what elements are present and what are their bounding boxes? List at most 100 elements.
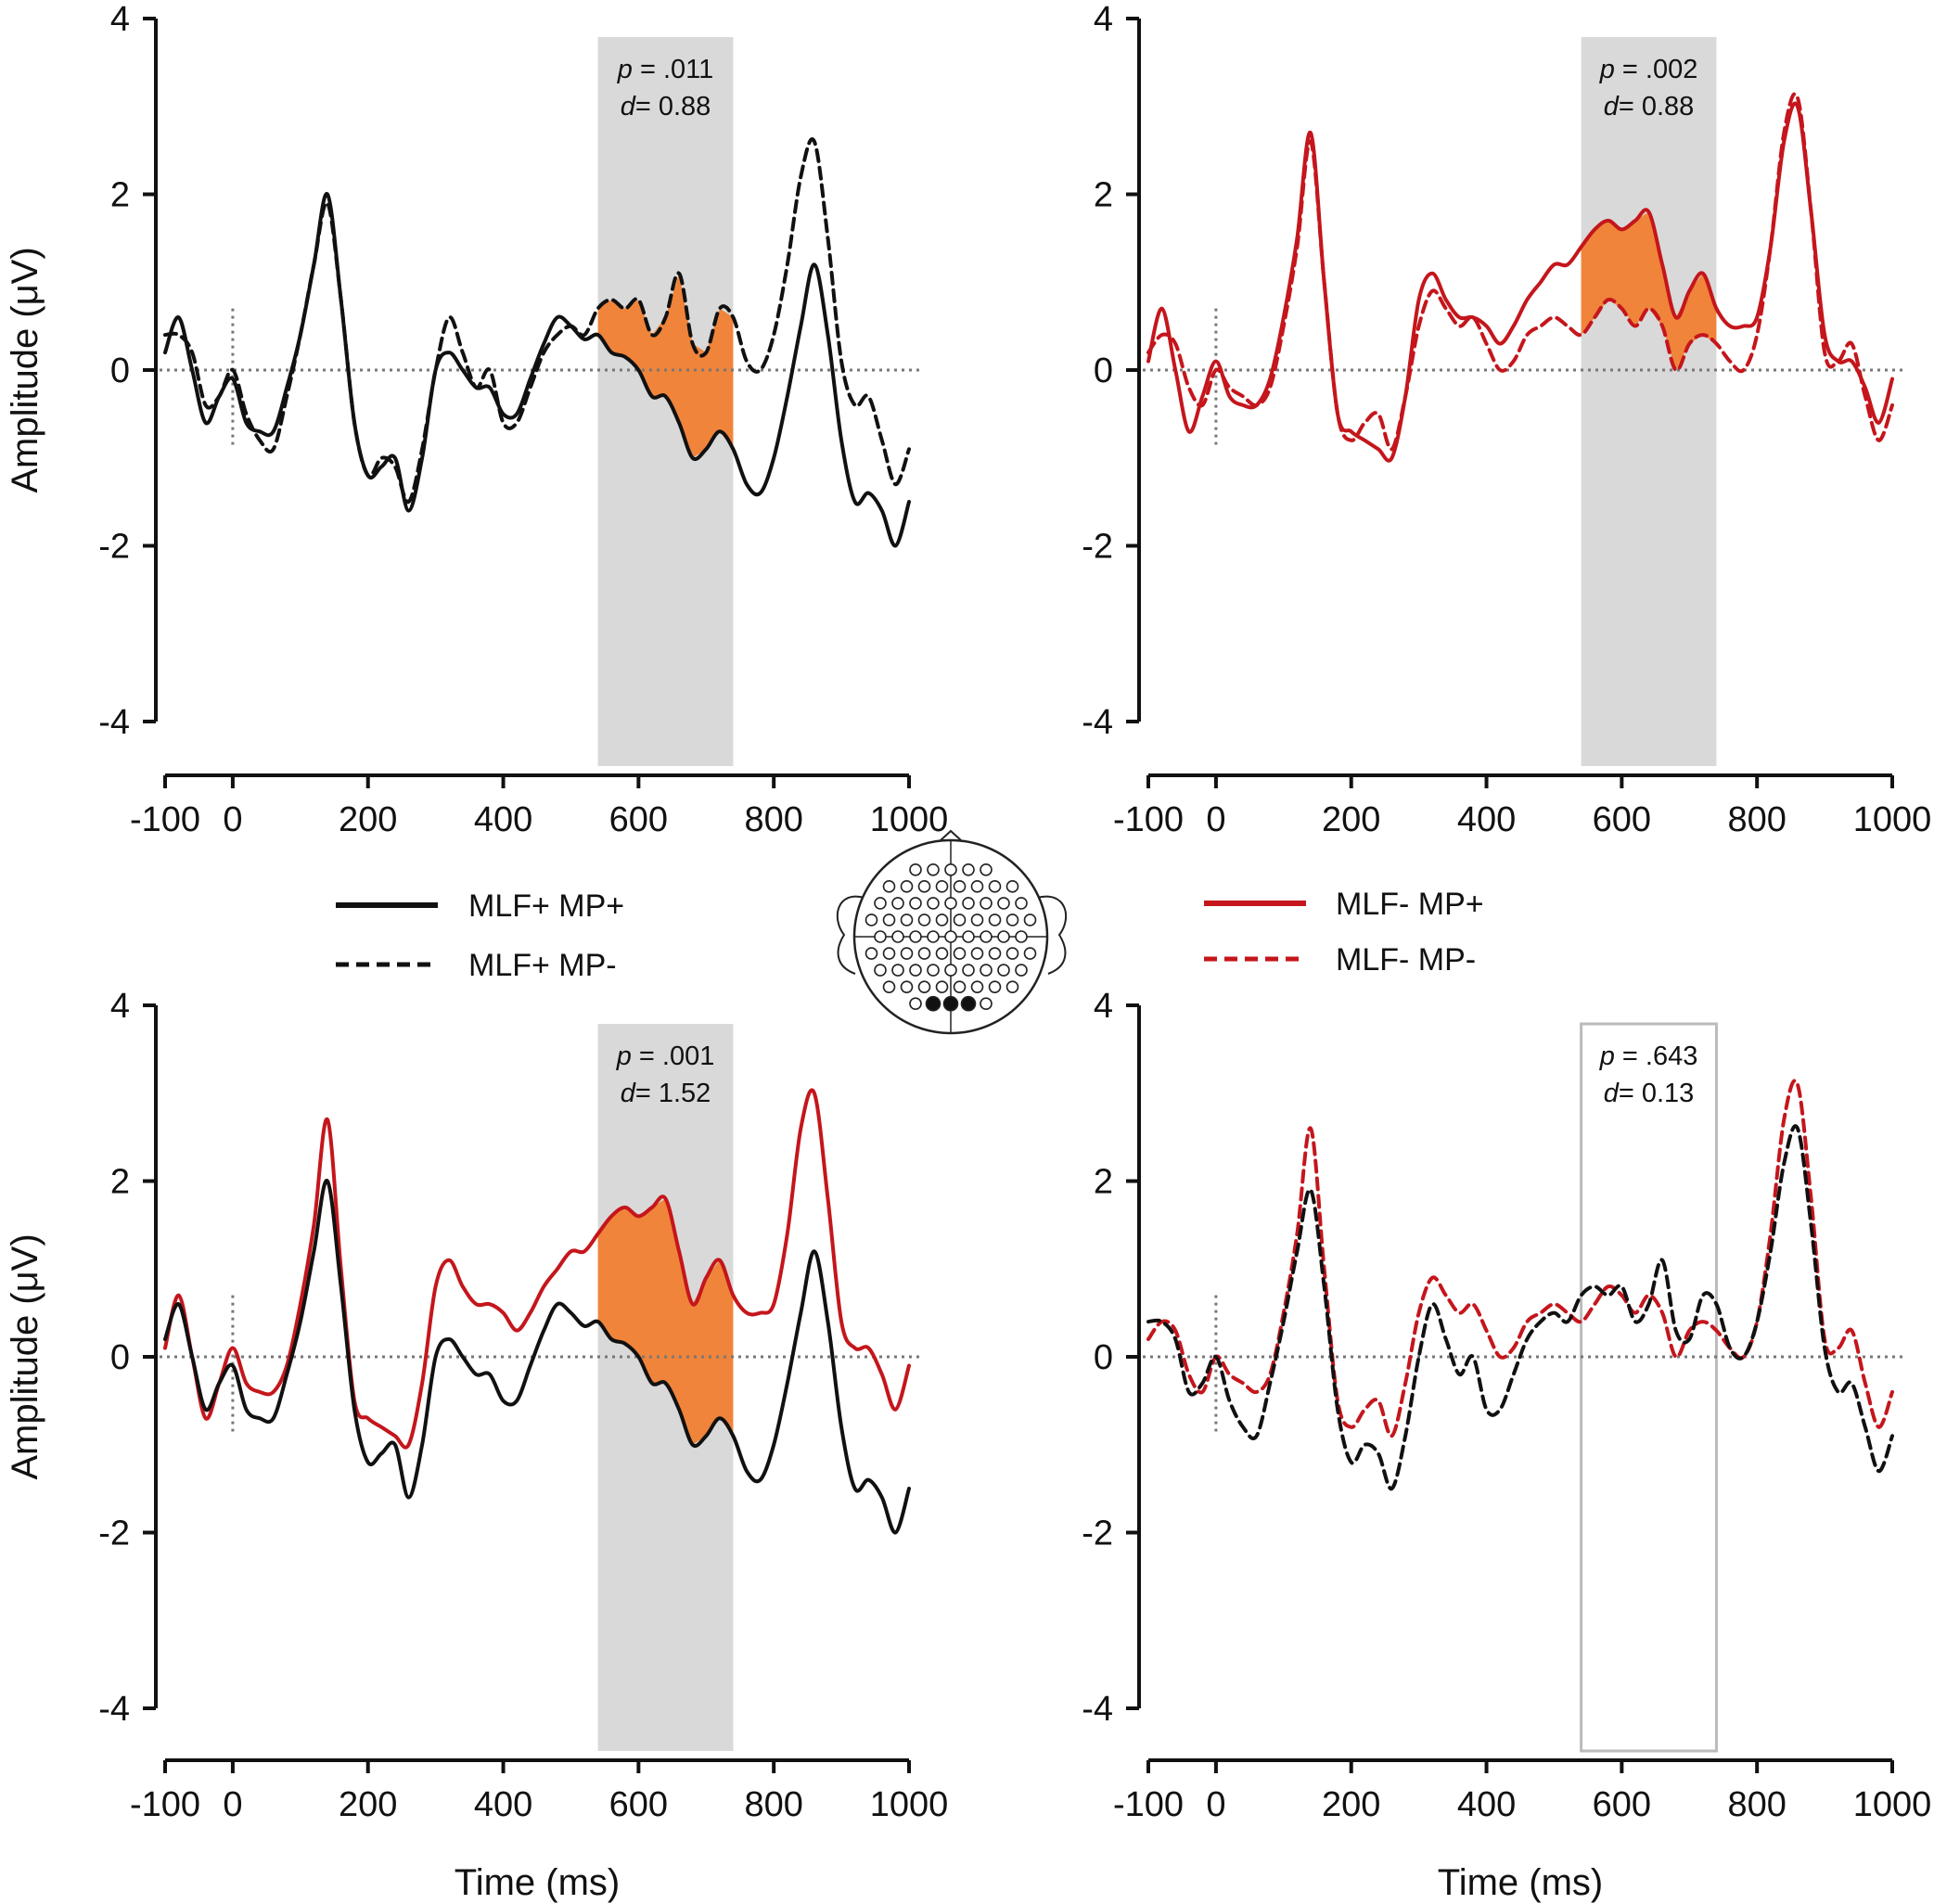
electrode bbox=[953, 947, 967, 960]
effect-area-fill bbox=[597, 273, 734, 458]
electrode bbox=[927, 897, 940, 910]
electrode bbox=[882, 914, 896, 926]
electrode bbox=[909, 863, 922, 876]
y-tick-label: 4 bbox=[110, 987, 130, 1026]
head-right-ear bbox=[1036, 895, 1068, 975]
electrode bbox=[970, 947, 984, 960]
electrode bbox=[980, 964, 993, 977]
y-tick-label: 0 bbox=[110, 351, 130, 390]
electrode bbox=[891, 930, 904, 943]
electrode bbox=[997, 930, 1010, 943]
electrode bbox=[1005, 914, 1019, 926]
eeg-scalp-montage-icon bbox=[836, 829, 1068, 1035]
x-tick-label: 600 bbox=[609, 800, 668, 839]
series-line-mlf-mp- bbox=[163, 137, 911, 505]
electrode bbox=[874, 930, 887, 943]
head-nose bbox=[939, 829, 963, 842]
electrode bbox=[980, 930, 993, 943]
stat-p-label: p bbox=[1599, 1041, 1622, 1071]
electrode bbox=[970, 914, 984, 926]
electrode bbox=[962, 863, 975, 876]
legend-label-black-dashed: MLF+ MP- bbox=[468, 948, 617, 983]
electrode bbox=[900, 980, 914, 993]
electrode bbox=[997, 897, 1010, 910]
y-tick-label: 0 bbox=[1094, 351, 1113, 390]
stat-d-number: = 1.52 bbox=[635, 1079, 711, 1108]
electrode bbox=[1005, 947, 1019, 960]
electrode bbox=[1015, 930, 1028, 943]
electrode bbox=[917, 980, 931, 993]
electrode bbox=[935, 980, 949, 993]
electrode bbox=[935, 880, 949, 893]
x-tick-label: 400 bbox=[1457, 800, 1516, 839]
electrode bbox=[962, 964, 975, 977]
stat-d-value: d= 0.13 bbox=[1604, 1079, 1695, 1108]
x-tick-label: 400 bbox=[1457, 1785, 1516, 1824]
electrode bbox=[1005, 880, 1019, 893]
x-tick-label: 400 bbox=[474, 1785, 532, 1824]
electrode bbox=[944, 863, 957, 876]
stat-p-label: p bbox=[616, 1041, 639, 1071]
x-tick-label: 1000 bbox=[1853, 800, 1932, 839]
stat-p-number: = .001 bbox=[639, 1041, 714, 1071]
x-tick-label: 200 bbox=[1322, 800, 1380, 839]
x-tick-label: 0 bbox=[1206, 1785, 1225, 1824]
stat-d-value: d= 0.88 bbox=[621, 92, 711, 121]
electrode bbox=[900, 914, 914, 926]
electrode bbox=[988, 914, 1002, 926]
legend-label-black-solid: MLF+ MP+ bbox=[468, 888, 624, 924]
electrode bbox=[1015, 897, 1028, 910]
electrode bbox=[962, 930, 975, 943]
y-tick-label: -2 bbox=[1082, 528, 1113, 567]
electrode bbox=[970, 880, 984, 893]
y-tick-label: 2 bbox=[110, 1163, 130, 1202]
electrode bbox=[988, 947, 1002, 960]
x-tick-label: 0 bbox=[223, 800, 242, 839]
electrode bbox=[980, 863, 993, 876]
electrode bbox=[865, 947, 878, 960]
electrode bbox=[953, 914, 967, 926]
electrode bbox=[900, 880, 914, 893]
electrode bbox=[1015, 964, 1028, 977]
y-axis-title: Amplitude (μV) bbox=[5, 247, 45, 492]
y-tick-label: 0 bbox=[110, 1338, 130, 1377]
stat-p-number: = .643 bbox=[1622, 1041, 1697, 1071]
electrode bbox=[927, 964, 940, 977]
electrode bbox=[944, 930, 957, 943]
legend-label-red-solid: MLF- MP+ bbox=[1336, 887, 1484, 922]
y-tick-label: -2 bbox=[1082, 1514, 1113, 1553]
electrode bbox=[944, 964, 957, 977]
electrode bbox=[927, 863, 940, 876]
x-tick-label: 200 bbox=[339, 1785, 397, 1824]
x-tick-label: 800 bbox=[1727, 800, 1786, 839]
series-line-mlf-mp- bbox=[1146, 92, 1894, 452]
electrode bbox=[980, 897, 993, 910]
electrode bbox=[927, 930, 940, 943]
effect-area-fill bbox=[1581, 211, 1717, 370]
x-tick-label: 800 bbox=[744, 800, 802, 839]
electrode bbox=[882, 880, 896, 893]
stat-d-value: d= 0.88 bbox=[1604, 92, 1695, 121]
y-axis-title: Amplitude (μV) bbox=[5, 1233, 45, 1479]
electrode bbox=[962, 897, 975, 910]
y-tick-label: -4 bbox=[1082, 1690, 1113, 1729]
series-line-mlf-mp- bbox=[163, 1088, 911, 1450]
stat-p-value: p = .011 bbox=[617, 55, 713, 84]
y-tick-label: -4 bbox=[1082, 703, 1113, 742]
electrode bbox=[891, 897, 904, 910]
stat-d-number: = 0.88 bbox=[1619, 92, 1694, 121]
x-tick-label: 1000 bbox=[1853, 1785, 1932, 1824]
electrode bbox=[909, 897, 922, 910]
x-tick-label: 600 bbox=[609, 1785, 668, 1824]
x-tick-label: -100 bbox=[130, 1785, 200, 1824]
stat-p-value: p = .001 bbox=[616, 1041, 715, 1071]
x-tick-label: 200 bbox=[1322, 1785, 1380, 1824]
stat-d-label: d bbox=[1604, 1079, 1620, 1108]
stat-p-value: p = .002 bbox=[1599, 55, 1698, 84]
effect-area-fill bbox=[597, 1198, 734, 1445]
electrode bbox=[900, 947, 914, 960]
electrode bbox=[1023, 914, 1037, 926]
x-tick-label: -100 bbox=[130, 800, 200, 839]
